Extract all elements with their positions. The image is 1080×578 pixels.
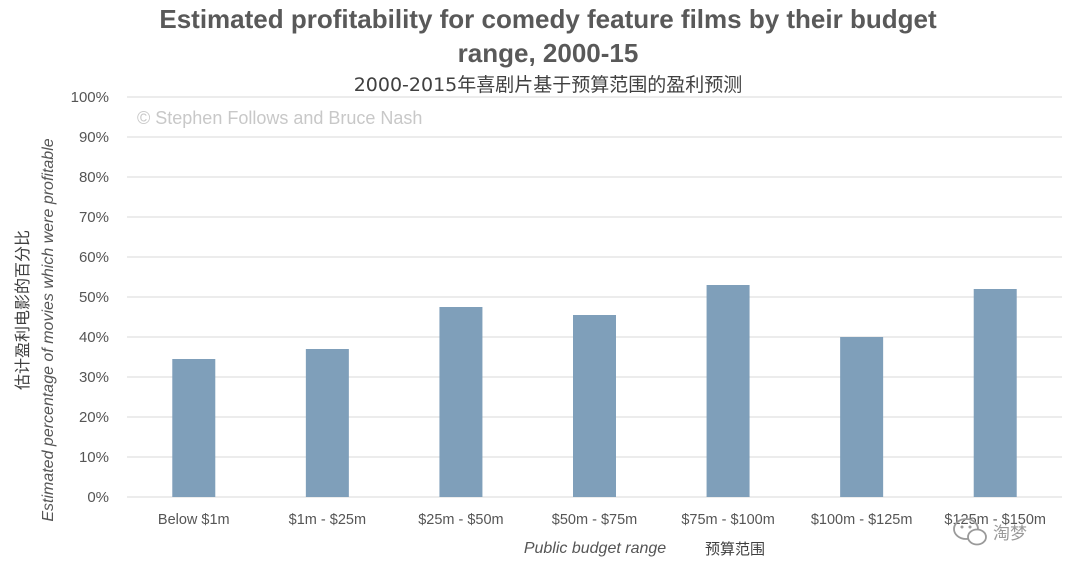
bar bbox=[973, 289, 1017, 497]
x-tick-label: $125m - $150m bbox=[944, 512, 1046, 528]
chart-title-line-2: range, 2000-15 bbox=[458, 38, 639, 68]
x-tick-label: $50m - $75m bbox=[552, 512, 637, 528]
bars bbox=[172, 285, 1017, 497]
bar bbox=[305, 349, 349, 497]
wechat-chat-icon bbox=[953, 518, 987, 546]
y-axis-label-chinese: 估计盈利电影的百分比 bbox=[13, 230, 32, 390]
watermark: 淘梦 bbox=[953, 518, 1027, 546]
y-tick-label: 0% bbox=[87, 489, 109, 506]
y-tick-label: 80% bbox=[79, 169, 109, 186]
y-axis-ticks: 0% 10% 20% 30% 40% 50% 60% 70% 80% 90% 100% bbox=[71, 89, 109, 506]
y-tick-label: 50% bbox=[79, 289, 109, 306]
y-tick-label: 40% bbox=[79, 329, 109, 346]
x-tick-label: Below $1m bbox=[158, 512, 230, 528]
x-axis-label-english: Public budget range bbox=[524, 540, 666, 557]
x-axis-label-chinese: 预算范围 bbox=[705, 540, 765, 558]
y-tick-label: 90% bbox=[79, 129, 109, 146]
x-tick-label: $75m - $100m bbox=[681, 512, 775, 528]
chart-title-line-1: Estimated profitability for comedy featu… bbox=[159, 4, 937, 34]
y-axis-label-english: Estimated percentage of movies which wer… bbox=[40, 138, 57, 521]
y-tick-label: 60% bbox=[79, 249, 109, 266]
y-tick-label: 70% bbox=[79, 209, 109, 226]
x-axis-ticks: Below $1m $1m - $25m $25m - $50m $50m - $75… bbox=[158, 512, 1046, 528]
y-tick-label: 30% bbox=[79, 369, 109, 386]
x-tick-label: $100m - $125m bbox=[811, 512, 913, 528]
chart-subtitle: 2000-2015年喜剧片基于预算范围的盈利预测 bbox=[354, 74, 743, 96]
y-tick-label: 100% bbox=[71, 89, 109, 106]
y-tick-label: 20% bbox=[79, 409, 109, 426]
bar bbox=[573, 315, 616, 497]
copyright-credit: © Stephen Follows and Bruce Nash bbox=[137, 108, 422, 128]
watermark-text: 淘梦 bbox=[993, 524, 1027, 544]
bar bbox=[840, 337, 884, 497]
x-tick-label: $1m - $25m bbox=[289, 512, 366, 528]
bar bbox=[172, 359, 216, 497]
y-tick-label: 10% bbox=[79, 449, 109, 466]
bar bbox=[706, 285, 750, 497]
bar bbox=[439, 307, 483, 497]
x-tick-label: $25m - $50m bbox=[418, 512, 503, 528]
